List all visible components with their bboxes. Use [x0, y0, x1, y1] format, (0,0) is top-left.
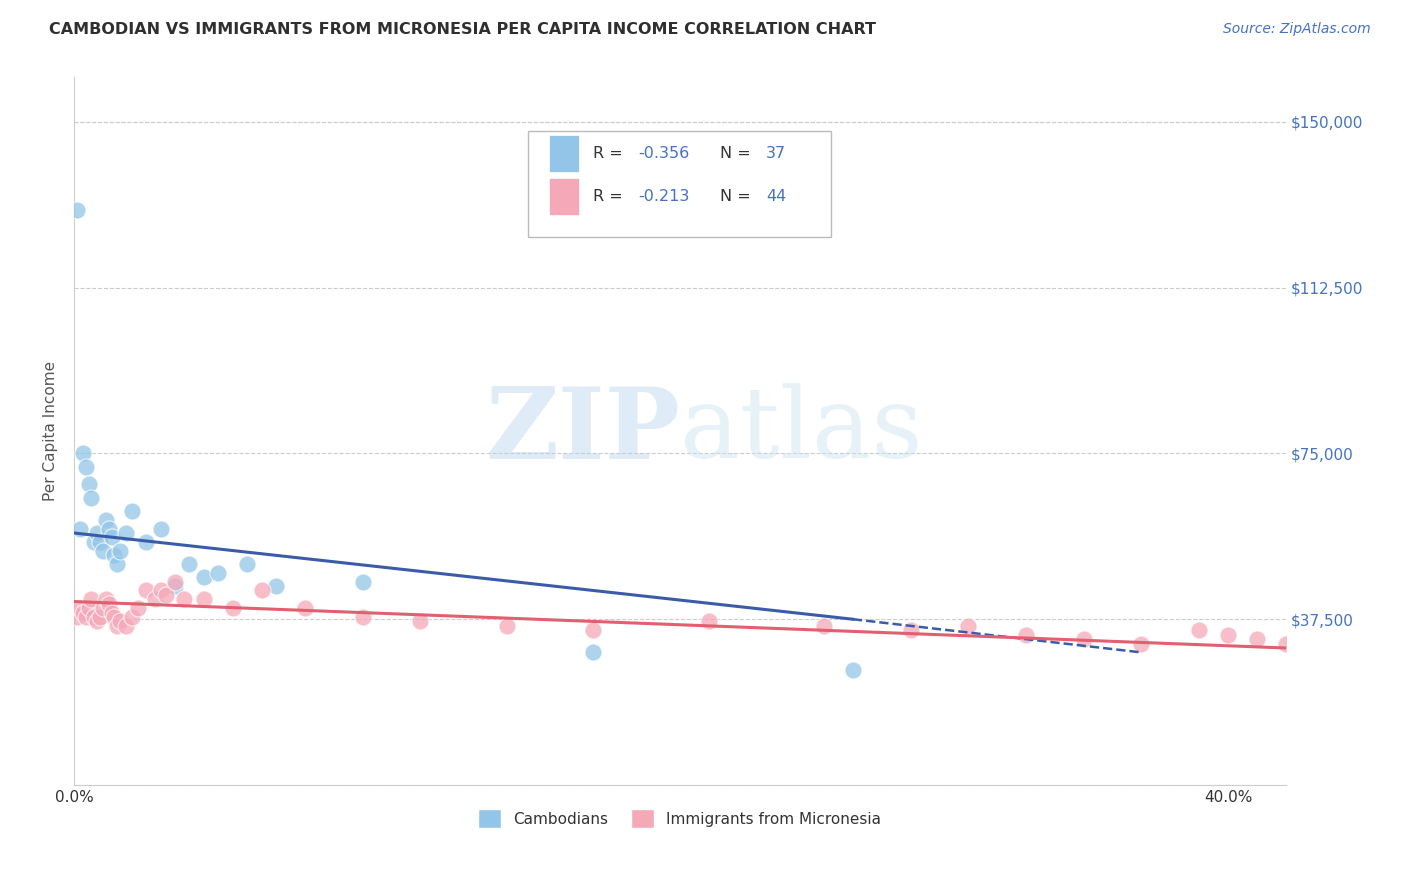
Point	[72, 606, 94, 620]
Point	[143, 592, 166, 607]
Point	[103, 548, 125, 562]
Text: 44: 44	[766, 189, 786, 204]
Point	[66, 610, 89, 624]
Point	[165, 579, 187, 593]
Text: -0.356: -0.356	[638, 145, 690, 161]
Point	[83, 534, 105, 549]
Point	[80, 592, 103, 607]
Text: ZIP: ZIP	[485, 383, 681, 480]
Point	[582, 645, 605, 659]
Point	[75, 459, 97, 474]
Point	[75, 610, 97, 624]
Point	[135, 583, 157, 598]
Point	[103, 610, 125, 624]
Point	[842, 663, 865, 677]
Point	[352, 574, 374, 589]
Text: N =: N =	[720, 189, 755, 204]
Point	[697, 615, 720, 629]
Point	[110, 543, 132, 558]
Point	[72, 446, 94, 460]
Text: CAMBODIAN VS IMMIGRANTS FROM MICRONESIA PER CAPITA INCOME CORRELATION CHART: CAMBODIAN VS IMMIGRANTS FROM MICRONESIA …	[49, 22, 876, 37]
Y-axis label: Per Capita Income: Per Capita Income	[44, 361, 58, 501]
Point	[97, 597, 120, 611]
Point	[105, 557, 128, 571]
Point	[236, 557, 259, 571]
Point	[582, 624, 605, 638]
Point	[179, 557, 201, 571]
Point	[1216, 628, 1239, 642]
FancyBboxPatch shape	[548, 135, 579, 171]
Text: N =: N =	[720, 145, 755, 161]
Point	[900, 624, 922, 638]
Point	[1274, 636, 1296, 650]
Point	[957, 619, 980, 633]
Point	[94, 592, 117, 607]
Point	[193, 592, 215, 607]
Point	[66, 203, 89, 218]
Point	[1130, 636, 1153, 650]
Point	[813, 619, 835, 633]
FancyBboxPatch shape	[548, 178, 579, 215]
Point	[89, 610, 111, 624]
Point	[115, 526, 138, 541]
FancyBboxPatch shape	[529, 130, 831, 236]
Point	[165, 574, 187, 589]
Point	[1015, 628, 1038, 642]
Text: -0.213: -0.213	[638, 189, 690, 204]
Point	[69, 601, 91, 615]
Text: atlas: atlas	[681, 384, 922, 479]
Point	[105, 619, 128, 633]
Point	[250, 583, 273, 598]
Text: Source: ZipAtlas.com: Source: ZipAtlas.com	[1223, 22, 1371, 37]
Point	[1073, 632, 1095, 647]
Point	[80, 491, 103, 505]
Point	[222, 601, 245, 615]
Point	[155, 588, 177, 602]
Point	[77, 477, 100, 491]
Point	[193, 570, 215, 584]
Point	[89, 534, 111, 549]
Point	[94, 513, 117, 527]
Point	[352, 610, 374, 624]
Point	[264, 579, 287, 593]
Point	[127, 601, 149, 615]
Point	[86, 615, 108, 629]
Point	[100, 606, 122, 620]
Point	[121, 504, 143, 518]
Point	[173, 592, 195, 607]
Point	[91, 543, 114, 558]
Point	[83, 610, 105, 624]
Legend: Cambodians, Immigrants from Micronesia: Cambodians, Immigrants from Micronesia	[472, 803, 887, 834]
Point	[91, 601, 114, 615]
Point	[409, 615, 432, 629]
Point	[1246, 632, 1268, 647]
Point	[1188, 624, 1211, 638]
Text: R =: R =	[593, 145, 627, 161]
Text: R =: R =	[593, 189, 627, 204]
Point	[207, 566, 229, 580]
Point	[149, 522, 172, 536]
Point	[135, 534, 157, 549]
Point	[115, 619, 138, 633]
Point	[100, 530, 122, 544]
Point	[121, 610, 143, 624]
Point	[294, 601, 316, 615]
Point	[77, 601, 100, 615]
Point	[97, 522, 120, 536]
Point	[69, 522, 91, 536]
Point	[495, 619, 517, 633]
Point	[149, 583, 172, 598]
Point	[86, 526, 108, 541]
Point	[110, 615, 132, 629]
Text: 37: 37	[766, 145, 786, 161]
